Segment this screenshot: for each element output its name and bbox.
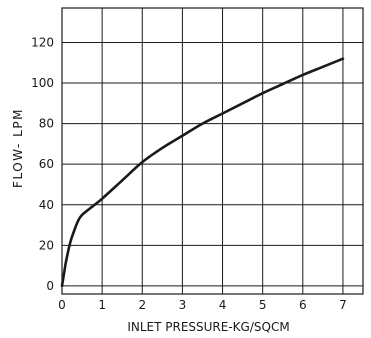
plot-frame bbox=[61, 7, 364, 295]
x-axis-title: INLET PRESSURE-KG/SQCM bbox=[127, 320, 289, 334]
x-tick-labels: 0 1 2 3 4 5 6 7 bbox=[58, 298, 347, 312]
x-tick-label: 2 bbox=[138, 298, 146, 312]
y-tick-label: 120 bbox=[31, 35, 54, 49]
y-tick-label: 80 bbox=[39, 117, 54, 131]
x-tick-label: 3 bbox=[179, 298, 187, 312]
x-tick-label: 7 bbox=[339, 298, 347, 312]
x-tick-label: 0 bbox=[58, 298, 66, 312]
y-tick-label: 0 bbox=[46, 279, 54, 293]
flow-curve-line bbox=[60, 57, 345, 288]
x-tick-label: 1 bbox=[98, 298, 106, 312]
x-tick-label: 6 bbox=[299, 298, 307, 312]
series-group bbox=[60, 57, 345, 288]
y-tick-labels: 0 20 40 60 80 100 120 bbox=[31, 35, 54, 292]
y-tick-label: 20 bbox=[39, 238, 54, 252]
y-tick-label: 60 bbox=[39, 157, 54, 171]
x-tick-label: 5 bbox=[259, 298, 267, 312]
x-tick-label: 4 bbox=[219, 298, 227, 312]
y-axis-title: FLOW- LPM bbox=[11, 108, 25, 188]
y-tick-label: 40 bbox=[39, 198, 54, 212]
grid-lines bbox=[62, 8, 363, 294]
y-tick-label: 100 bbox=[31, 76, 54, 90]
